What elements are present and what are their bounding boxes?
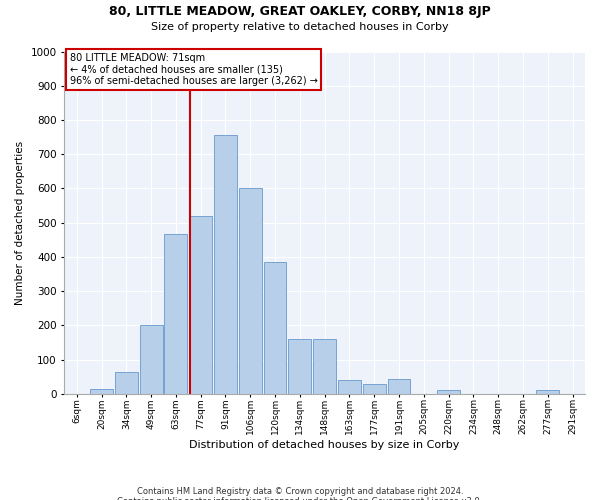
Bar [214,136,237,394]
Bar [437,390,460,394]
Text: Size of property relative to detached houses in Corby: Size of property relative to detached ho… [151,22,449,32]
Text: Contains public sector information licensed under the Open Government Licence v3: Contains public sector information licen… [118,498,482,500]
Y-axis label: Number of detached properties: Number of detached properties [15,140,25,305]
Bar [363,384,386,394]
Text: 80, LITTLE MEADOW, GREAT OAKLEY, CORBY, NN18 8JP: 80, LITTLE MEADOW, GREAT OAKLEY, CORBY, … [109,5,491,18]
Bar [164,234,187,394]
Text: 80 LITTLE MEADOW: 71sqm
← 4% of detached houses are smaller (135)
96% of semi-de: 80 LITTLE MEADOW: 71sqm ← 4% of detached… [70,53,317,86]
Bar [313,339,336,394]
Bar [90,389,113,394]
Bar [536,390,559,394]
Bar [239,188,262,394]
Text: Contains HM Land Registry data © Crown copyright and database right 2024.: Contains HM Land Registry data © Crown c… [137,488,463,496]
Bar [388,379,410,394]
Bar [115,372,138,394]
Bar [140,326,163,394]
Bar [289,339,311,394]
Bar [338,380,361,394]
X-axis label: Distribution of detached houses by size in Corby: Distribution of detached houses by size … [190,440,460,450]
Bar [189,216,212,394]
Bar [263,262,286,394]
